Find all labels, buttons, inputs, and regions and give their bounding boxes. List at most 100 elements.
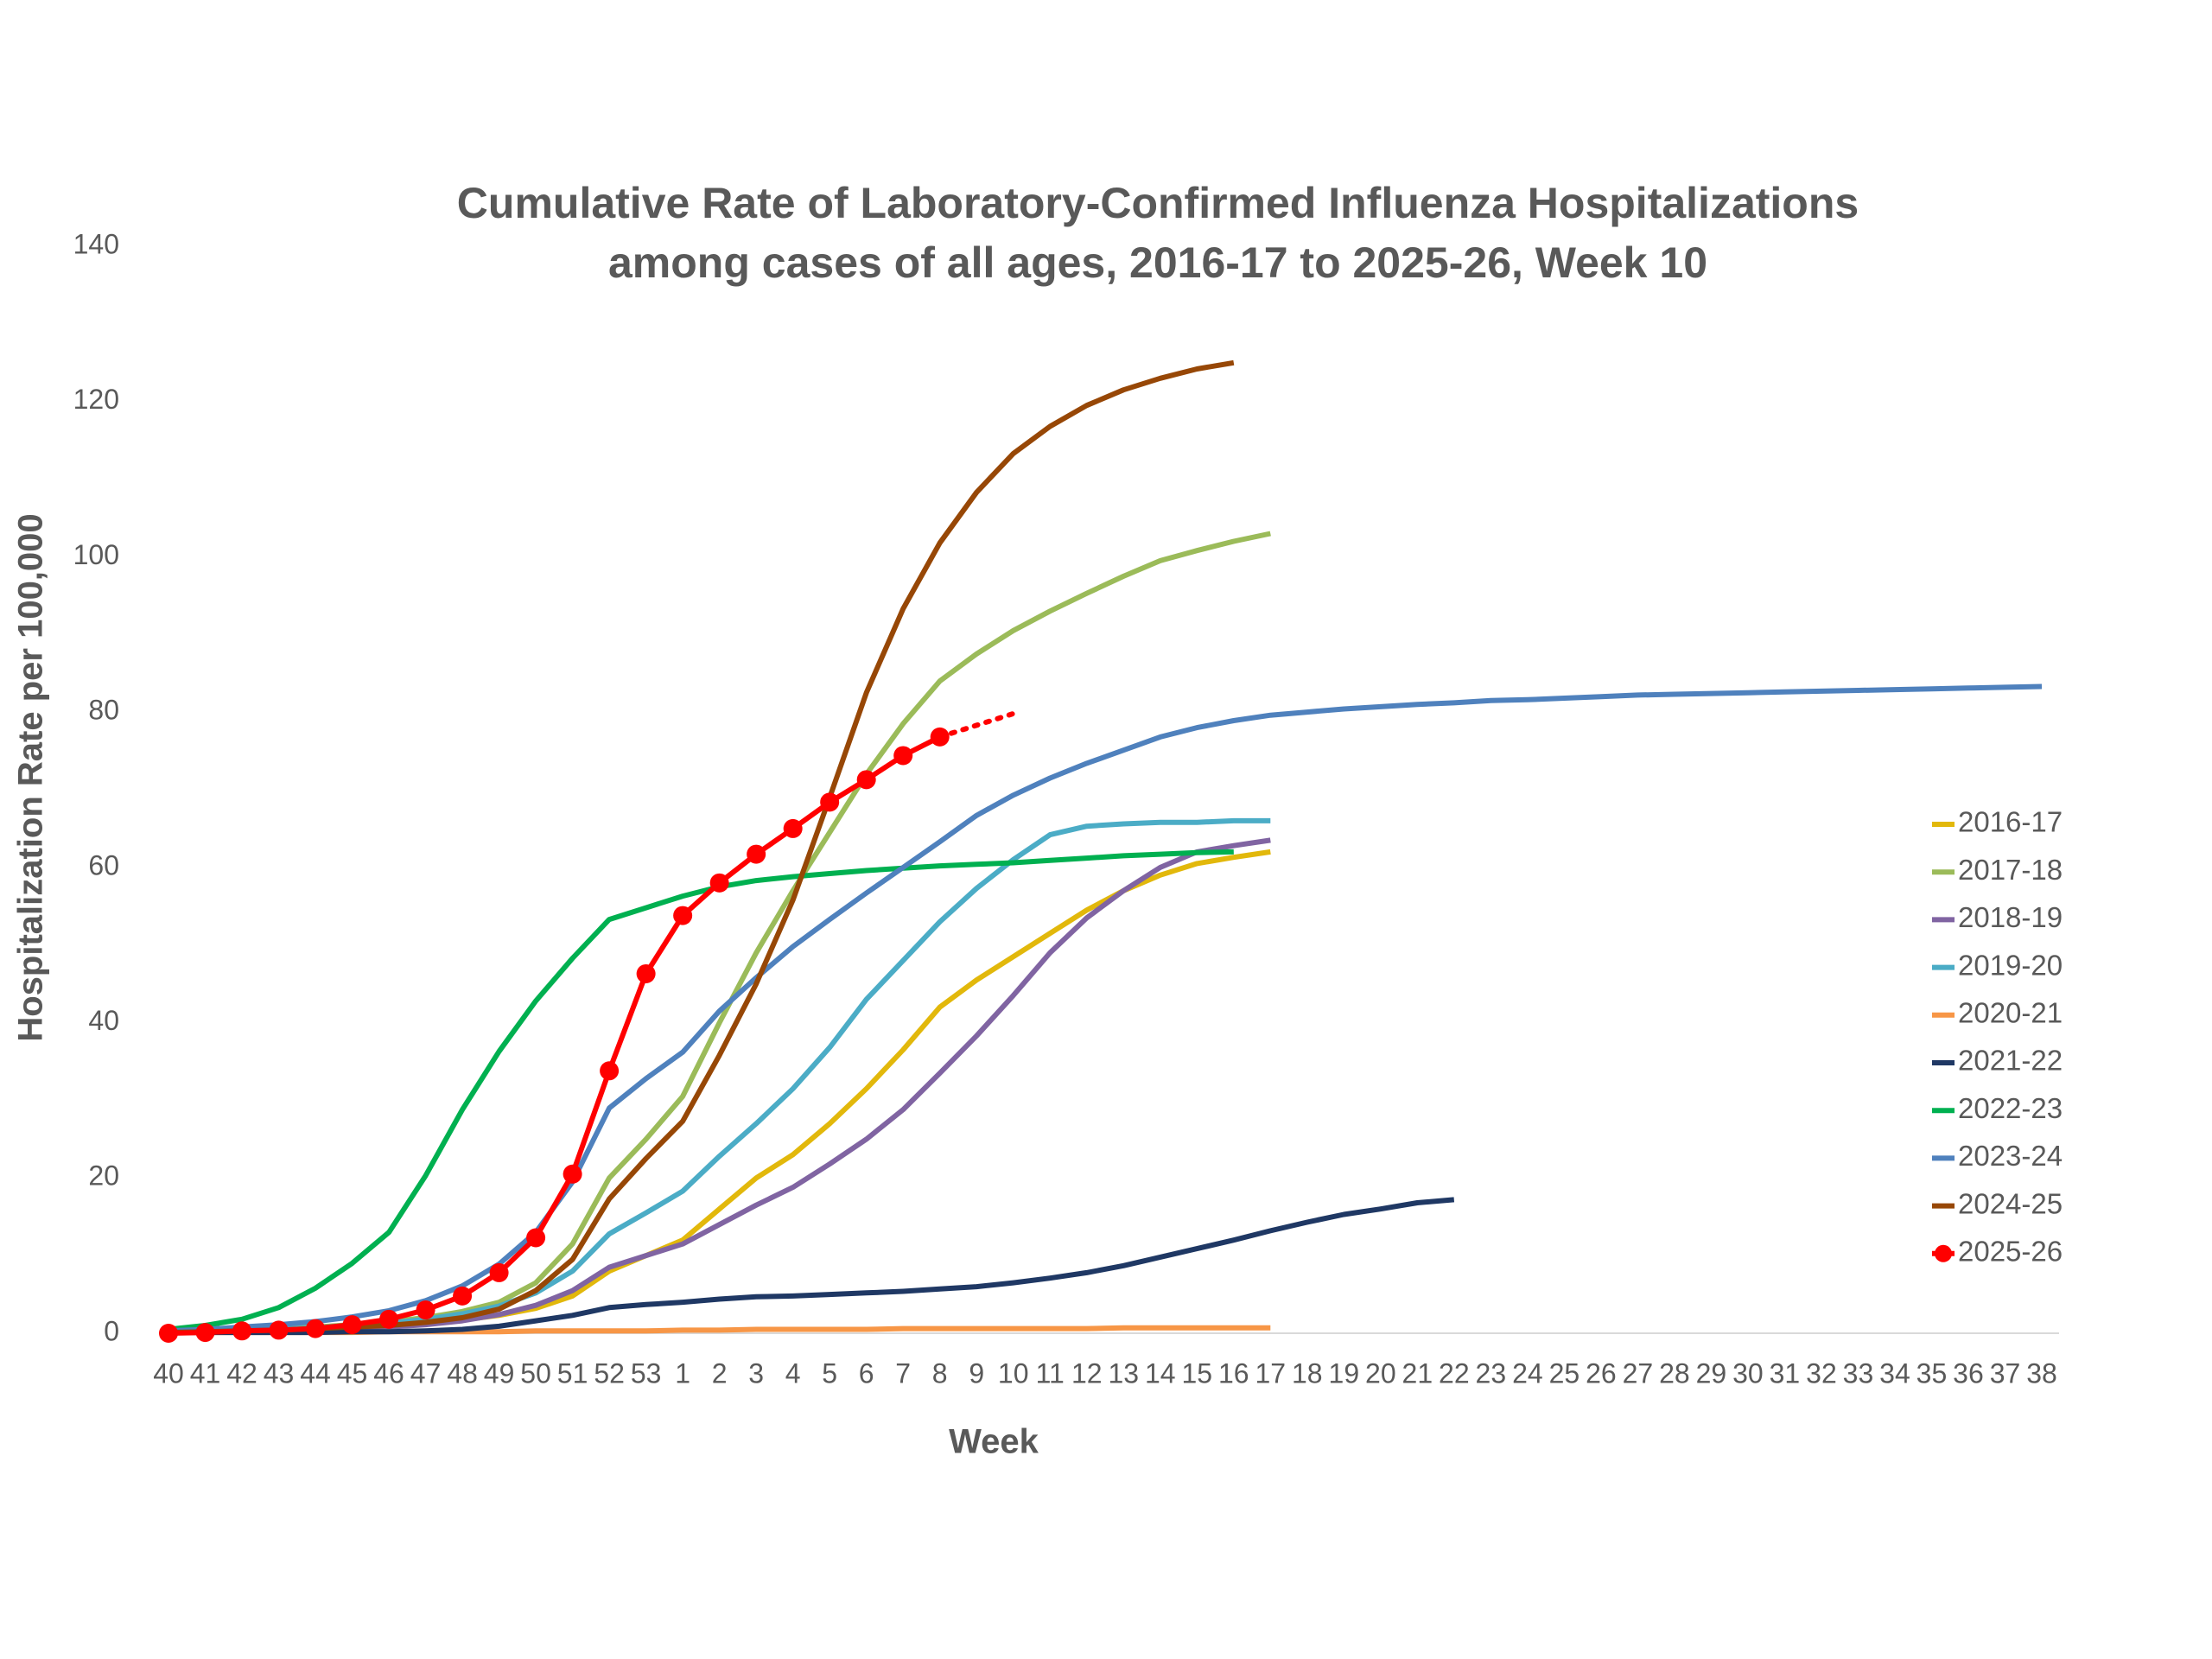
marker (379, 1309, 399, 1329)
x-tick-label: 10 (998, 1357, 1029, 1389)
legend-label: 2023-24 (1958, 1140, 2063, 1172)
x-tick-label: 29 (1696, 1357, 1727, 1389)
y-tick-label: 80 (88, 695, 119, 726)
marker (159, 1324, 178, 1343)
marker (930, 727, 950, 747)
marker (342, 1315, 362, 1335)
x-tick-label: 5 (822, 1357, 837, 1389)
y-axis-title: Hospitalization Rate per 100,000 (12, 513, 50, 1041)
y-tick-label: 100 (73, 539, 119, 570)
legend-label: 2017-18 (1958, 854, 2063, 886)
marker (563, 1164, 582, 1184)
series-line (168, 849, 1271, 1335)
marker (195, 1323, 215, 1343)
marker (489, 1262, 509, 1282)
marker (709, 873, 729, 893)
series-line (168, 817, 1271, 1335)
y-tick-label: 140 (73, 228, 119, 259)
x-tick-label: 25 (1549, 1357, 1580, 1389)
x-tick-label: 17 (1255, 1357, 1286, 1389)
legend-label: 2018-19 (1958, 901, 2063, 933)
x-tick-label: 23 (1476, 1357, 1507, 1389)
chart-title: Cumulative Rate of Laboratory-Confirmed … (457, 179, 1859, 227)
legend-marker (1935, 1244, 1952, 1262)
x-tick-label: 3 (748, 1357, 764, 1389)
marker (416, 1300, 435, 1320)
x-tick-label: 22 (1439, 1357, 1470, 1389)
x-tick-label: 7 (895, 1357, 911, 1389)
marker (269, 1320, 289, 1340)
x-tick-label: 36 (1953, 1357, 1984, 1389)
x-tick-label: 20 (1365, 1357, 1396, 1389)
marker (856, 770, 876, 790)
x-tick-label: 14 (1145, 1357, 1176, 1389)
legend-label: 2022-23 (1958, 1092, 2063, 1124)
x-tick-label: 19 (1329, 1357, 1360, 1389)
marker (820, 792, 840, 812)
x-tick-label: 12 (1071, 1357, 1103, 1389)
series-line (168, 359, 1235, 1336)
series-line (168, 1197, 1455, 1336)
x-tick-label: 42 (226, 1357, 257, 1389)
x-tick-label: 43 (264, 1357, 295, 1389)
x-tick-label: 46 (373, 1357, 404, 1389)
x-tick-label: 47 (410, 1357, 442, 1389)
marker (893, 746, 913, 766)
y-tick-label: 0 (104, 1315, 119, 1346)
x-tick-label: 28 (1659, 1357, 1690, 1389)
series-line (168, 734, 942, 1336)
x-tick-label: 26 (1586, 1357, 1617, 1389)
legend-label: 2021-22 (1958, 1045, 2063, 1077)
x-tick-label: 51 (557, 1357, 588, 1389)
x-tick-label: 49 (484, 1357, 515, 1389)
x-tick-label: 27 (1623, 1357, 1654, 1389)
x-tick-label: 35 (1916, 1357, 1948, 1389)
series-line (168, 683, 2043, 1334)
legend-label: 2025-26 (1958, 1236, 2063, 1268)
marker (783, 818, 803, 838)
marker (673, 906, 693, 925)
x-tick-label: 50 (520, 1357, 551, 1389)
series-line (168, 849, 1234, 1332)
x-tick-label: 1 (675, 1357, 690, 1389)
x-tick-label: 48 (447, 1357, 478, 1389)
marker (600, 1061, 620, 1081)
x-tick-label: 15 (1181, 1357, 1212, 1389)
x-tick-label: 9 (969, 1357, 984, 1389)
x-tick-label: 33 (1843, 1357, 1874, 1389)
x-tick-label: 45 (337, 1357, 368, 1389)
x-tick-label: 38 (2026, 1357, 2057, 1389)
marker (306, 1319, 326, 1338)
x-tick-label: 32 (1806, 1357, 1837, 1389)
x-tick-label: 18 (1292, 1357, 1323, 1389)
x-tick-label: 16 (1218, 1357, 1249, 1389)
x-tick-label: 31 (1770, 1357, 1801, 1389)
x-tick-label: 30 (1732, 1357, 1764, 1389)
chart-subtitle: among cases of all ages, 2016-17 to 2025… (608, 238, 1707, 287)
x-tick-label: 13 (1108, 1357, 1139, 1389)
y-tick-label: 20 (88, 1160, 119, 1192)
x-tick-label: 34 (1879, 1357, 1910, 1389)
marker (453, 1286, 473, 1306)
x-tick-label: 2 (712, 1357, 728, 1389)
series-line-dotted (937, 710, 1016, 740)
x-tick-label: 8 (932, 1357, 948, 1389)
marker (232, 1321, 252, 1341)
legend-label: 2016-17 (1958, 806, 2063, 838)
x-tick-label: 24 (1512, 1357, 1543, 1389)
x-tick-label: 41 (190, 1357, 221, 1389)
y-tick-label: 60 (88, 849, 119, 880)
x-tick-label: 53 (631, 1357, 662, 1389)
x-tick-label: 52 (594, 1357, 625, 1389)
legend-label: 2020-21 (1958, 997, 2063, 1029)
x-tick-label: 11 (1036, 1357, 1065, 1389)
x-tick-label: 37 (1990, 1357, 2021, 1389)
legend-label: 2019-20 (1958, 949, 2063, 981)
marker (636, 963, 656, 983)
x-axis-title: Week (949, 1423, 1039, 1461)
legend-label: 2024-25 (1958, 1187, 2063, 1219)
y-tick-label: 40 (88, 1005, 119, 1036)
marker (747, 844, 766, 864)
x-tick-label: 40 (153, 1357, 184, 1389)
